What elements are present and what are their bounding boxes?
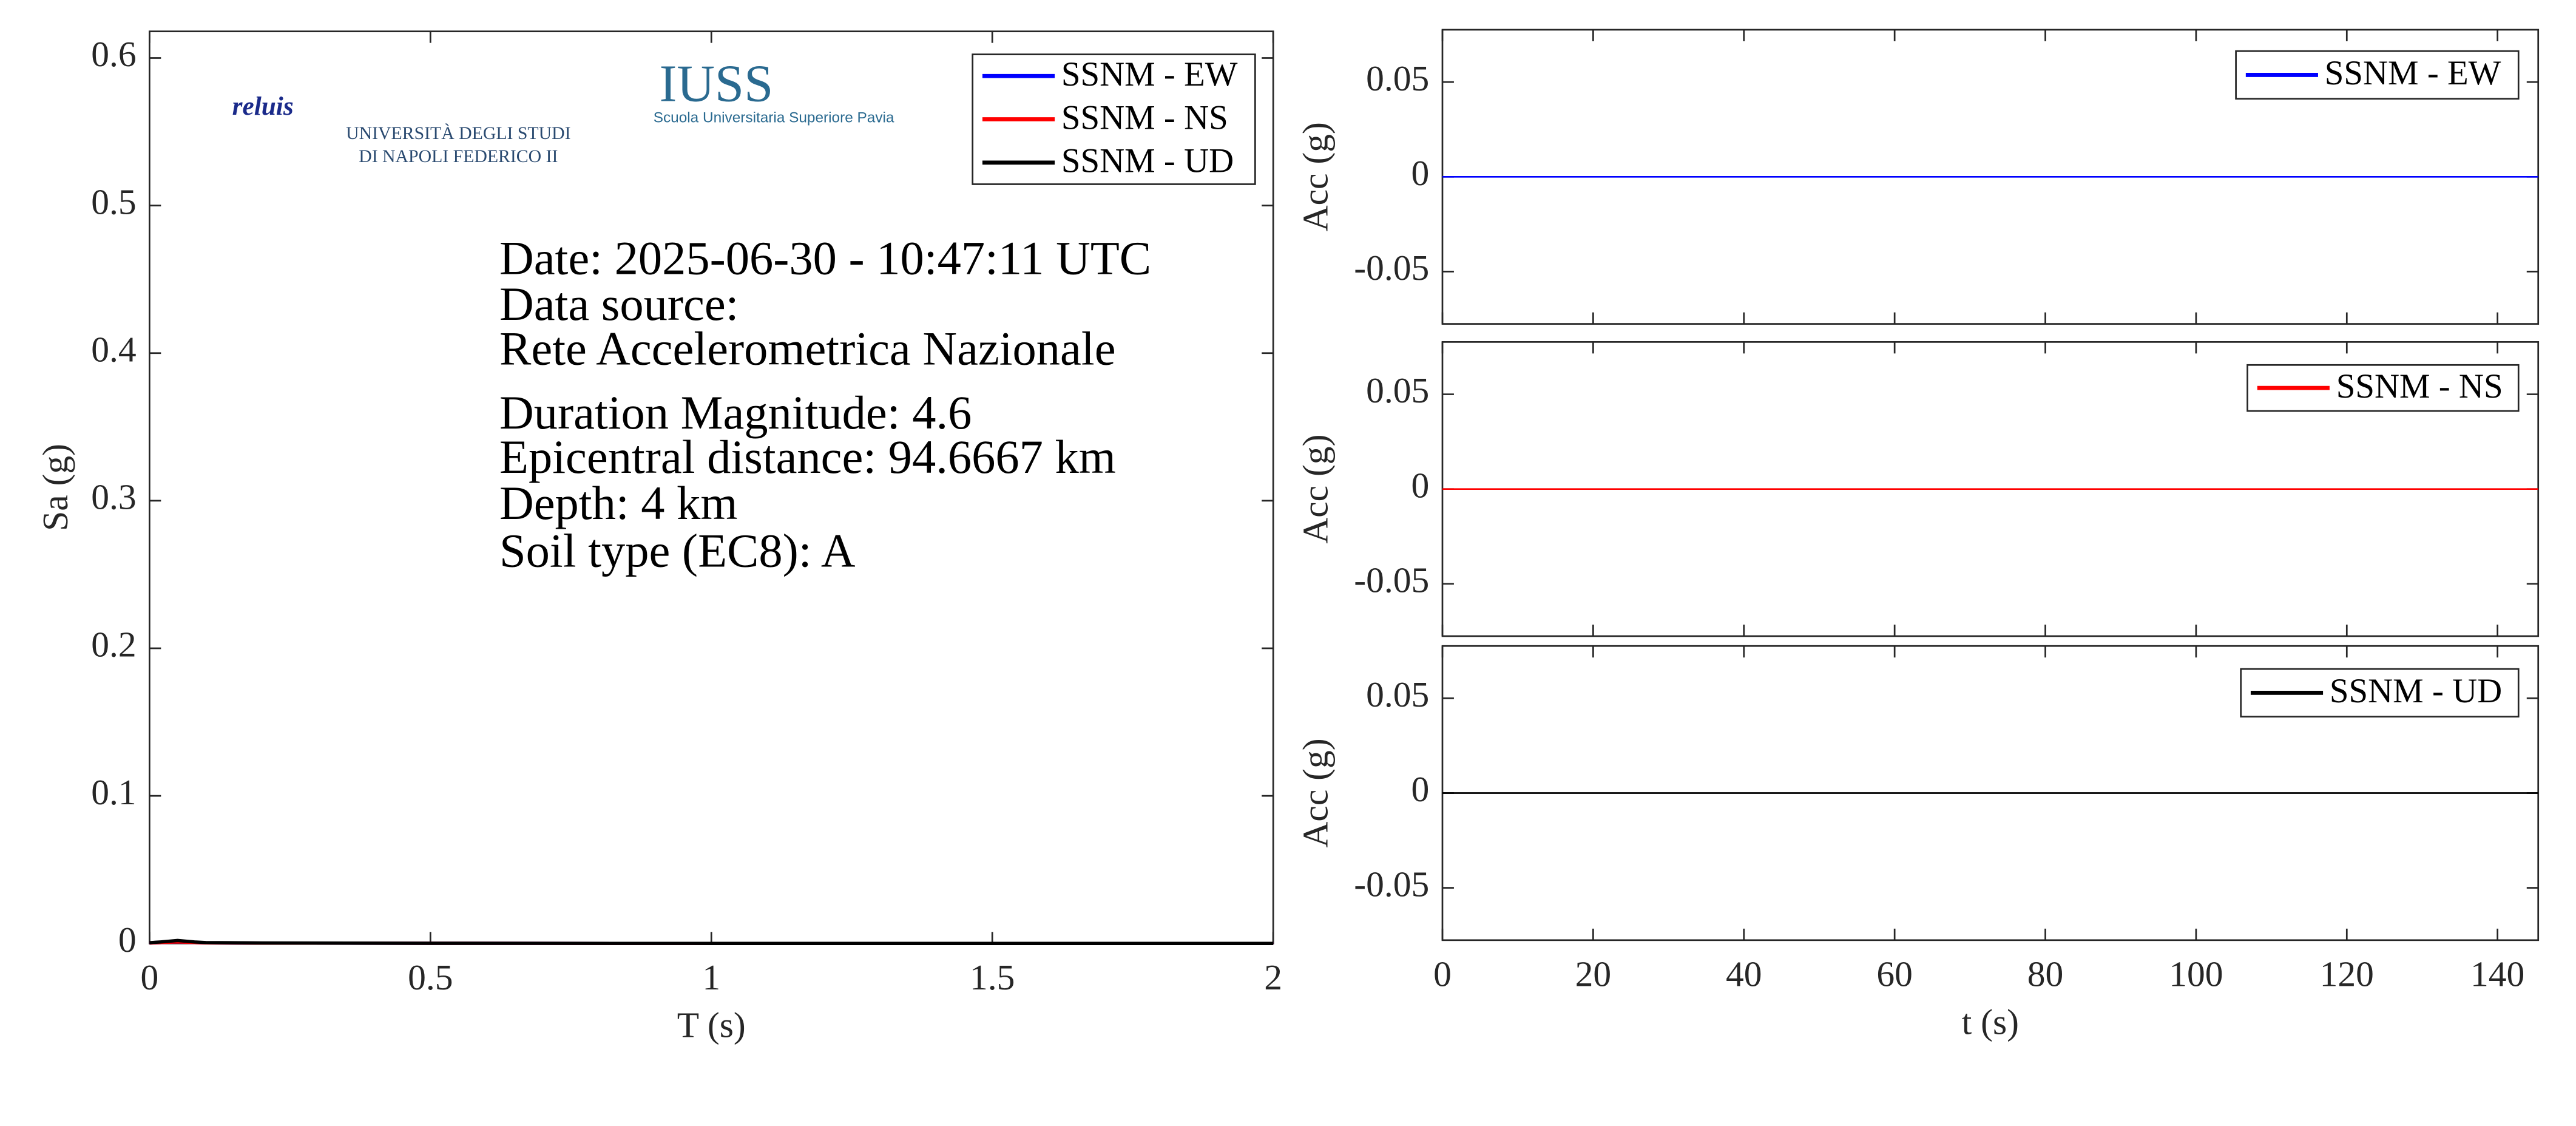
y-tick-label: 0.5 <box>91 181 136 222</box>
legend-label: SSNM - NS <box>2336 367 2503 405</box>
y-tick-label: 0.2 <box>91 625 136 665</box>
legend-label: SSNM - EW <box>1061 55 1238 93</box>
y-tick-label: 0 <box>1411 769 1430 809</box>
y-axis-label: Acc (g) <box>1296 435 1336 544</box>
logo-text: reluis <box>232 92 294 121</box>
annotation: Data source: <box>499 277 739 330</box>
series-line <box>149 938 1274 945</box>
legend-label: SSNM - UD <box>2330 672 2502 710</box>
annotation: Soil type (EC8): A <box>499 524 856 577</box>
legend-label: SSNM - EW <box>2325 54 2501 92</box>
logo-text: DI NAPOLI FEDERICO II <box>359 146 558 166</box>
y-tick-label: 0 <box>1411 153 1430 193</box>
y-tick-label: 0.05 <box>1366 370 1429 410</box>
annotation: Epicentral distance: 94.6667 km <box>499 430 1116 483</box>
x-tick-label: 20 <box>1575 954 1612 994</box>
x-tick-label: 140 <box>2470 954 2524 994</box>
x-axis-label: t (s) <box>1962 1002 2019 1042</box>
legend-label: SSNM - NS <box>1061 98 1228 137</box>
y-tick-label: -0.05 <box>1354 864 1429 904</box>
y-tick-label: 0.05 <box>1366 58 1429 98</box>
annotation: Depth: 4 km <box>499 477 737 529</box>
y-tick-label: 0.05 <box>1366 674 1429 714</box>
x-tick-label: 1.5 <box>970 957 1015 997</box>
logo-text: Scuola Universitaria Superiore Pavia <box>654 110 894 126</box>
logo-text: IUSS <box>659 54 773 112</box>
y-tick-label: 0.4 <box>91 329 136 369</box>
y-axis-label: Acc (g) <box>1296 122 1336 231</box>
y-axis-label: Sa (g) <box>35 444 75 531</box>
annotation: Date: 2025-06-30 - 10:47:11 UTC <box>499 231 1151 284</box>
x-tick-label: 100 <box>2169 954 2223 994</box>
y-tick-label: 0.6 <box>91 34 136 74</box>
annotation: Rete Accelerometrica Nazionale <box>499 322 1116 375</box>
x-tick-label: 80 <box>2027 954 2064 994</box>
x-tick-label: 120 <box>2320 954 2374 994</box>
annotation: Duration Magnitude: 4.6 <box>499 386 972 439</box>
logo-text: UNIVERSITÀ DEGLI STUDI <box>346 123 570 143</box>
x-tick-label: 1 <box>702 957 720 997</box>
y-tick-label: -0.05 <box>1354 248 1429 288</box>
y-tick-label: 0 <box>1411 465 1430 505</box>
x-tick-label: 0.5 <box>408 957 453 997</box>
x-tick-label: 0 <box>1433 954 1452 994</box>
y-axis-label: Acc (g) <box>1296 738 1336 847</box>
x-tick-label: 40 <box>1726 954 1762 994</box>
x-tick-label: 2 <box>1264 957 1282 997</box>
x-axis-label: T (s) <box>677 1005 746 1045</box>
x-tick-label: 60 <box>1876 954 1913 994</box>
y-tick-label: -0.05 <box>1354 560 1429 600</box>
y-tick-label: 0.3 <box>91 477 136 517</box>
y-tick-label: 0 <box>118 920 137 960</box>
x-tick-label: 0 <box>140 957 158 997</box>
y-tick-label: 0.1 <box>91 772 136 812</box>
legend-label: SSNM - UD <box>1061 142 1234 180</box>
